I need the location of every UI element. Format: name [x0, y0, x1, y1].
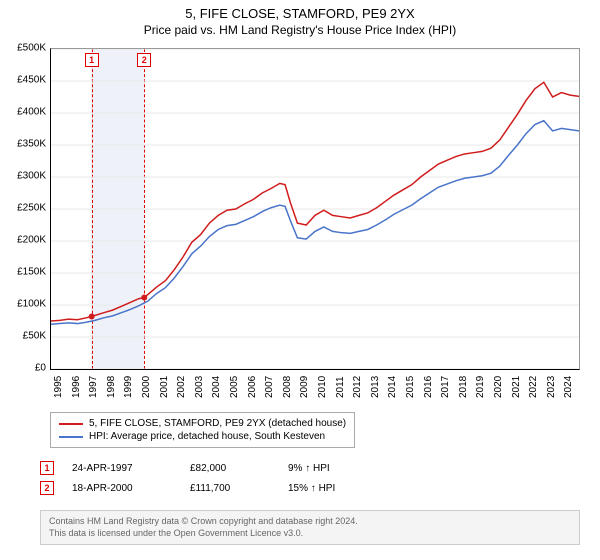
y-tick: £450K [2, 75, 46, 86]
footer-attribution: Contains HM Land Registry data © Crown c… [40, 510, 580, 545]
y-tick: £200K [2, 235, 46, 246]
y-tick: £500K [2, 43, 46, 54]
sale-date-2: 18-APR-2000 [72, 483, 172, 494]
legend-label-hpi: HPI: Average price, detached house, Sout… [89, 431, 325, 442]
x-tick: 2013 [370, 376, 381, 398]
x-tick: 2002 [176, 376, 187, 398]
x-tick: 2019 [475, 376, 486, 398]
x-tick: 2012 [352, 376, 363, 398]
x-tick: 2016 [423, 376, 434, 398]
x-tick: 2022 [528, 376, 539, 398]
chart-title: 5, FIFE CLOSE, STAMFORD, PE9 2YX [0, 0, 600, 21]
x-tick: 2008 [282, 376, 293, 398]
x-tick: 2003 [194, 376, 205, 398]
sale-index-2: 2 [40, 481, 54, 495]
sale-price-1: £82,000 [190, 463, 270, 474]
legend-item-price: 5, FIFE CLOSE, STAMFORD, PE9 2YX (detach… [59, 417, 346, 430]
legend: 5, FIFE CLOSE, STAMFORD, PE9 2YX (detach… [50, 412, 355, 448]
y-tick: £250K [2, 203, 46, 214]
x-tick: 1998 [106, 376, 117, 398]
y-tick: £0 [2, 363, 46, 374]
x-tick: 2007 [264, 376, 275, 398]
legend-item-hpi: HPI: Average price, detached house, Sout… [59, 430, 346, 443]
y-tick: £100K [2, 299, 46, 310]
sale-row-2: 2 18-APR-2000 £111,700 15% ↑ HPI [40, 478, 335, 498]
sale-price-2: £111,700 [190, 483, 270, 494]
plot-area: 1 2 [50, 48, 580, 370]
y-tick: £300K [2, 171, 46, 182]
series-group [51, 82, 579, 324]
sale-delta-1: 9% ↑ HPI [288, 463, 330, 474]
x-tick: 2017 [440, 376, 451, 398]
legend-label-price: 5, FIFE CLOSE, STAMFORD, PE9 2YX (detach… [89, 418, 346, 429]
x-tick: 2005 [229, 376, 240, 398]
x-tick: 2011 [335, 376, 346, 398]
x-tick: 2020 [493, 376, 504, 398]
x-tick: 2006 [247, 376, 258, 398]
footer-line-2: This data is licensed under the Open Gov… [49, 528, 571, 540]
x-tick: 2018 [458, 376, 469, 398]
grid [51, 49, 579, 369]
y-tick: £350K [2, 139, 46, 150]
y-tick: £150K [2, 267, 46, 278]
x-tick: 1996 [71, 376, 82, 398]
y-tick: £50K [2, 331, 46, 342]
x-tick: 2021 [511, 376, 522, 398]
sale-table: 1 24-APR-1997 £82,000 9% ↑ HPI 2 18-APR-… [40, 458, 335, 498]
sale-delta-2: 15% ↑ HPI [288, 483, 335, 494]
x-tick: 1997 [88, 376, 99, 398]
sale-row-1: 1 24-APR-1997 £82,000 9% ↑ HPI [40, 458, 335, 478]
x-tick: 1995 [53, 376, 64, 398]
x-tick: 2004 [211, 376, 222, 398]
sale-index-1: 1 [40, 461, 54, 475]
sale-date-1: 24-APR-1997 [72, 463, 172, 474]
legend-swatch-price [59, 423, 83, 425]
x-tick: 2014 [387, 376, 398, 398]
x-tick: 2001 [159, 376, 170, 398]
x-tick: 2000 [141, 376, 152, 398]
legend-swatch-hpi [59, 436, 83, 438]
sale-marker-2: 2 [137, 53, 151, 67]
x-tick: 2010 [317, 376, 328, 398]
x-tick: 2015 [405, 376, 416, 398]
x-tick: 2024 [563, 376, 574, 398]
x-tick: 2009 [299, 376, 310, 398]
x-tick: 2023 [546, 376, 557, 398]
footer-line-1: Contains HM Land Registry data © Crown c… [49, 516, 571, 528]
y-tick: £400K [2, 107, 46, 118]
x-tick: 1999 [123, 376, 134, 398]
chart-subtitle: Price paid vs. HM Land Registry's House … [0, 21, 600, 41]
chart-container: { "title": "5, FIFE CLOSE, STAMFORD, PE9… [0, 0, 600, 560]
plot-svg [51, 49, 579, 369]
sale-marker-1: 1 [85, 53, 99, 67]
